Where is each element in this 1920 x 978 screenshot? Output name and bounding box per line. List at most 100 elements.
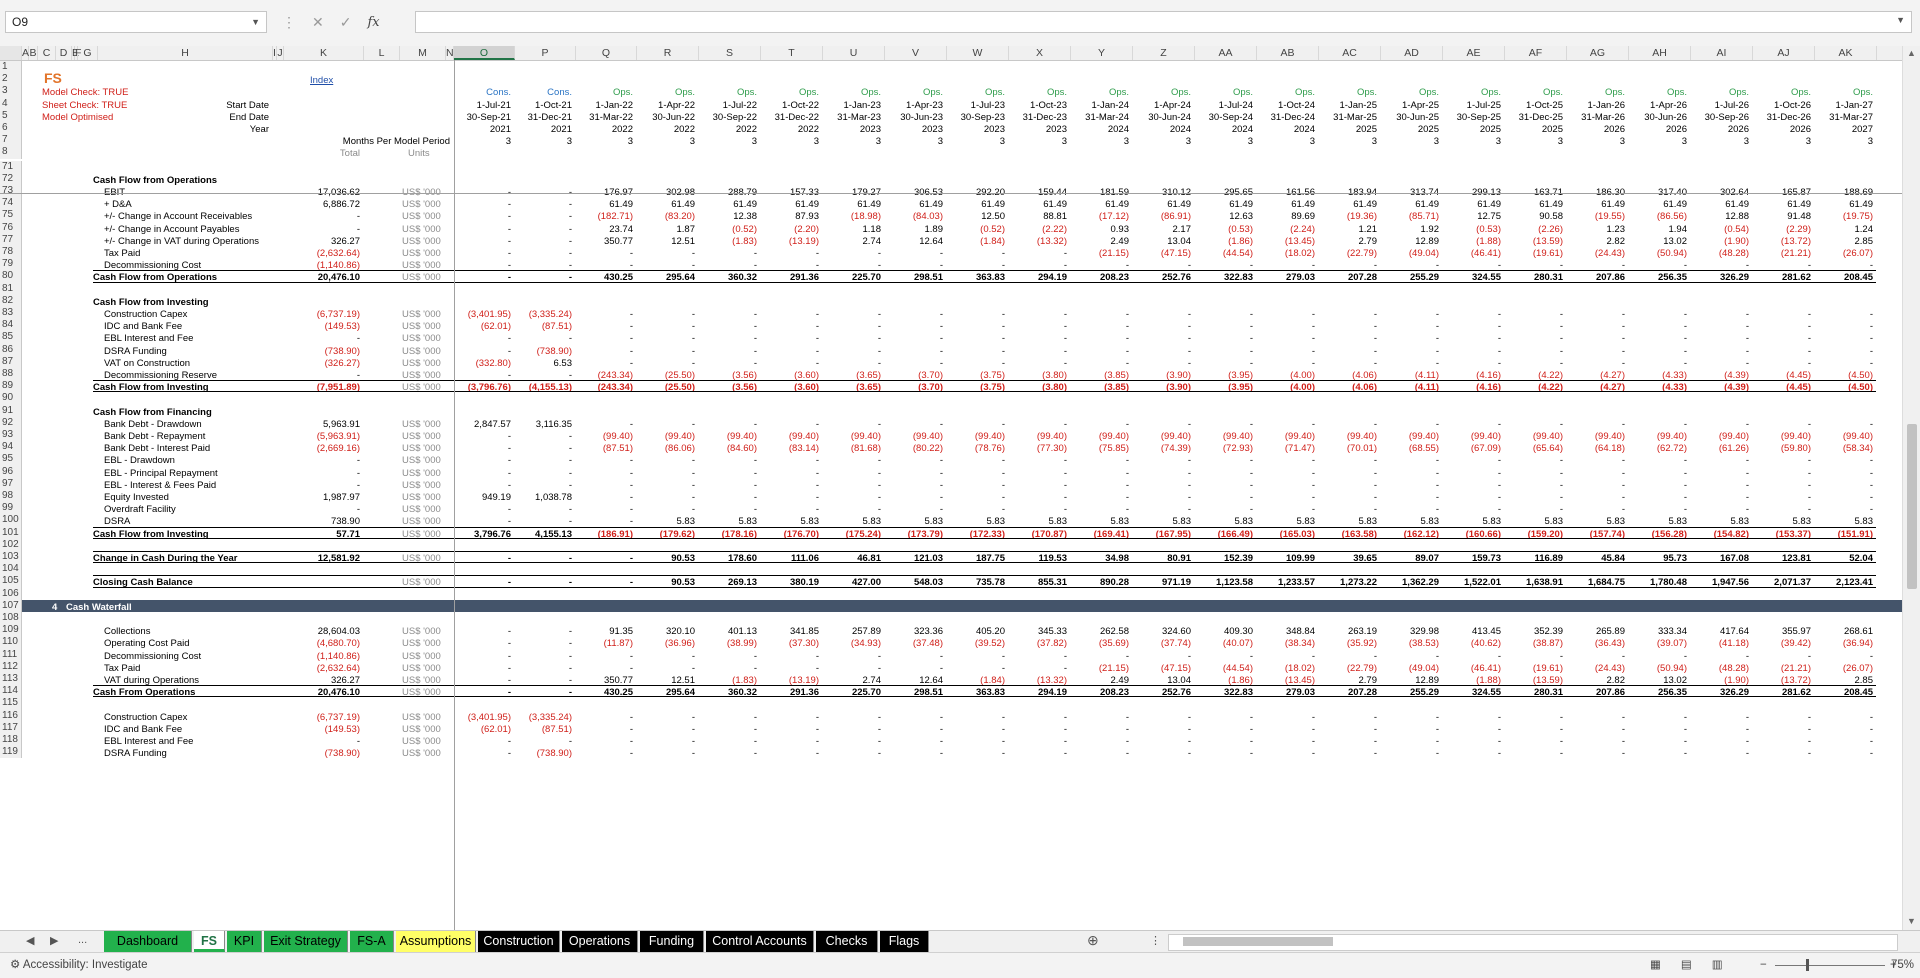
value-cell[interactable]: (21.15) [1098,662,1129,674]
value-cell[interactable]: - [815,418,819,430]
value-cell[interactable]: - [877,650,881,662]
value-cell[interactable]: - [815,711,819,723]
period-type[interactable]: Ops. [1728,87,1749,99]
end-date[interactable]: 31-Dec-21 [527,111,572,123]
value-cell[interactable]: 5.83 [1110,516,1130,528]
value-cell[interactable]: (36.96) [664,638,695,650]
value-cell[interactable]: (3,401.95) [467,309,511,320]
value-cell[interactable]: (3.80) [1042,370,1067,381]
value-cell[interactable]: - [1559,723,1563,735]
value-cell[interactable]: - [1373,467,1377,479]
value-cell[interactable]: (162.12) [1403,528,1439,540]
row-header[interactable]: 79 [0,258,22,271]
value-cell[interactable]: (1.86) [1228,235,1253,247]
row-unit[interactable]: US$ '000 [402,504,441,516]
row-unit[interactable]: US$ '000 [402,260,441,272]
value-cell[interactable]: - [1187,736,1191,747]
value-cell[interactable]: - [877,479,881,491]
value-cell[interactable]: (167.95) [1155,528,1191,540]
row-unit[interactable]: US$ '000 [402,382,441,394]
value-cell[interactable]: - [1559,492,1563,503]
row-label[interactable]: Cash Flow from Investing [93,382,209,394]
row-total[interactable]: (326.27) [324,357,360,369]
value-cell[interactable]: - [1249,455,1253,467]
value-cell[interactable]: - [691,504,695,516]
value-cell[interactable]: - [1001,467,1005,479]
value-cell[interactable]: (4.22) [1538,370,1563,381]
value-cell[interactable]: - [1683,504,1687,516]
value-cell[interactable]: (3.95) [1228,370,1253,381]
value-cell[interactable]: (64.18) [1594,443,1625,455]
row-label[interactable]: Equity Invested [104,492,169,503]
value-cell[interactable]: - [1001,260,1005,272]
value-cell[interactable]: (176.70) [783,528,819,540]
value-cell[interactable]: - [1001,455,1005,467]
value-cell[interactable]: - [1435,309,1439,320]
end-date[interactable]: 30-Sep-21 [466,111,511,123]
value-cell[interactable]: - [1125,650,1129,662]
value-cell[interactable]: (0.52) [980,223,1005,235]
value-cell[interactable]: (37.82) [1036,638,1067,650]
value-cell[interactable]: 306.53 [885,185,943,200]
value-cell[interactable]: - [877,248,881,259]
end-date[interactable]: 30-Jun-26 [1644,111,1687,123]
months-per-period[interactable]: 3 [999,136,1005,148]
value-cell[interactable]: 13.04 [1167,235,1191,247]
sheet-tab-checks[interactable]: Checks [816,931,878,952]
name-box[interactable]: O9 ▼ [5,11,267,33]
value-cell[interactable]: - [939,309,943,320]
value-cell[interactable]: - [877,455,881,467]
value-cell[interactable]: 279.03 [1285,687,1315,699]
value-cell[interactable]: - [1373,260,1377,272]
value-cell[interactable]: - [1187,418,1191,430]
value-cell[interactable]: - [629,516,633,528]
value-cell[interactable]: (86.56) [1656,211,1687,223]
start-date[interactable]: 1-Jan-27 [1835,99,1874,111]
value-cell[interactable]: 207.86 [1595,272,1625,284]
row-label[interactable]: Overdraft Facility [104,504,176,516]
value-cell[interactable]: - [507,260,511,272]
months-per-period[interactable]: 3 [1185,136,1191,148]
value-cell[interactable]: (81.68) [850,443,881,455]
start-date[interactable]: 1-Apr-23 [906,99,943,111]
value-cell[interactable]: - [1435,748,1439,760]
months-per-period[interactable]: 3 [627,136,633,148]
value-cell[interactable]: - [1745,455,1749,467]
value-cell[interactable]: - [1807,736,1811,747]
value-cell[interactable]: - [815,321,819,333]
units-header[interactable]: Units [408,148,430,160]
value-cell[interactable]: - [1187,455,1191,467]
value-cell[interactable]: (26.07) [1842,662,1873,674]
row-header[interactable]: 78 [0,246,22,259]
value-cell[interactable]: (50.94) [1656,248,1687,259]
value-cell[interactable]: - [1249,333,1253,345]
value-cell[interactable]: 409.30 [1223,626,1253,638]
value-cell[interactable]: - [1063,711,1067,723]
value-cell[interactable]: - [1807,455,1811,467]
value-cell[interactable]: 2.85 [1854,235,1874,247]
value-cell[interactable]: - [507,662,511,674]
row-total[interactable]: 6,886.72 [323,199,360,211]
row-total[interactable]: - [356,370,360,381]
value-cell[interactable]: 1,638.91 [1526,577,1563,589]
row-total[interactable]: (4,680.70) [316,638,360,650]
value-cell[interactable]: 256.35 [1657,272,1687,284]
row-header[interactable]: 92 [0,416,22,429]
value-cell[interactable]: - [1621,748,1625,760]
value-cell[interactable]: - [815,492,819,503]
value-cell[interactable]: - [1249,736,1253,747]
value-cell[interactable]: 5.83 [1544,516,1564,528]
value-cell[interactable]: - [1869,650,1873,662]
value-cell[interactable]: - [939,479,943,491]
period-type[interactable]: Ops. [1108,87,1129,99]
row-total[interactable]: (738.90) [324,345,360,357]
value-cell[interactable]: - [1063,248,1067,259]
value-cell[interactable]: 2.79 [1358,235,1378,247]
period-type[interactable]: Ops. [1604,87,1625,99]
value-cell[interactable]: (44.54) [1222,662,1253,674]
value-cell[interactable]: 61.49 [1353,199,1377,211]
value-cell[interactable]: 1,273.22 [1340,577,1377,589]
row-unit[interactable]: US$ '000 [402,650,441,662]
more-tabs[interactable]: ... [78,934,88,946]
value-cell[interactable]: - [1869,711,1873,723]
